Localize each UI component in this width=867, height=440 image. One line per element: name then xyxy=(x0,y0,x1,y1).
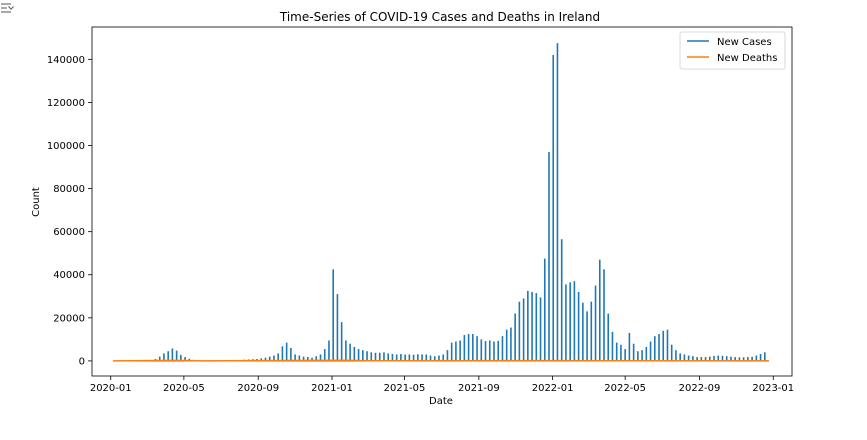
y-tick-label: 60000 xyxy=(53,227,85,238)
legend-label-new-deaths: New Deaths xyxy=(717,53,777,64)
x-axis: 2020-01 2020-05 2020-09 2021-01 2021-05 2021-… xyxy=(90,376,794,394)
x-tick-label: 2020-09 xyxy=(237,383,279,394)
legend-label-new-cases: New Cases xyxy=(717,37,772,48)
y-tick-label: 0 xyxy=(79,356,85,367)
x-tick-label: 2021-01 xyxy=(311,383,353,394)
y-tick-label: 120000 xyxy=(47,98,85,109)
x-tick-label: 2022-05 xyxy=(604,383,646,394)
y-tick-label: 40000 xyxy=(53,270,85,281)
y-tick-label: 20000 xyxy=(53,313,85,324)
y-tick-label: 100000 xyxy=(47,141,85,152)
y-axis-label: Count xyxy=(31,187,42,217)
x-tick-label: 2022-09 xyxy=(679,383,721,394)
x-tick-label: 2020-01 xyxy=(90,383,132,394)
x-tick-label: 2020-05 xyxy=(163,383,205,394)
series-new-cases xyxy=(113,43,770,362)
legend: New Cases New Deaths xyxy=(679,31,786,70)
series-layer xyxy=(113,43,770,362)
collapse-output-icon[interactable] xyxy=(0,2,14,16)
x-tick-label: 2023-01 xyxy=(752,383,794,394)
y-axis: 0 20000 40000 60000 80000 100000 120000 140000 xyxy=(47,55,92,367)
x-tick-label: 2021-05 xyxy=(384,383,426,394)
plot-frame xyxy=(91,26,793,377)
y-tick-label: 140000 xyxy=(47,55,85,66)
x-tick-label: 2022-01 xyxy=(532,383,574,394)
x-tick-label: 2021-09 xyxy=(458,383,500,394)
chart-title: Time-Series of COVID-19 Cases and Deaths… xyxy=(279,10,600,24)
y-tick-label: 80000 xyxy=(53,184,85,195)
series-new-deaths xyxy=(113,359,770,362)
x-axis-label: Date xyxy=(429,396,453,407)
